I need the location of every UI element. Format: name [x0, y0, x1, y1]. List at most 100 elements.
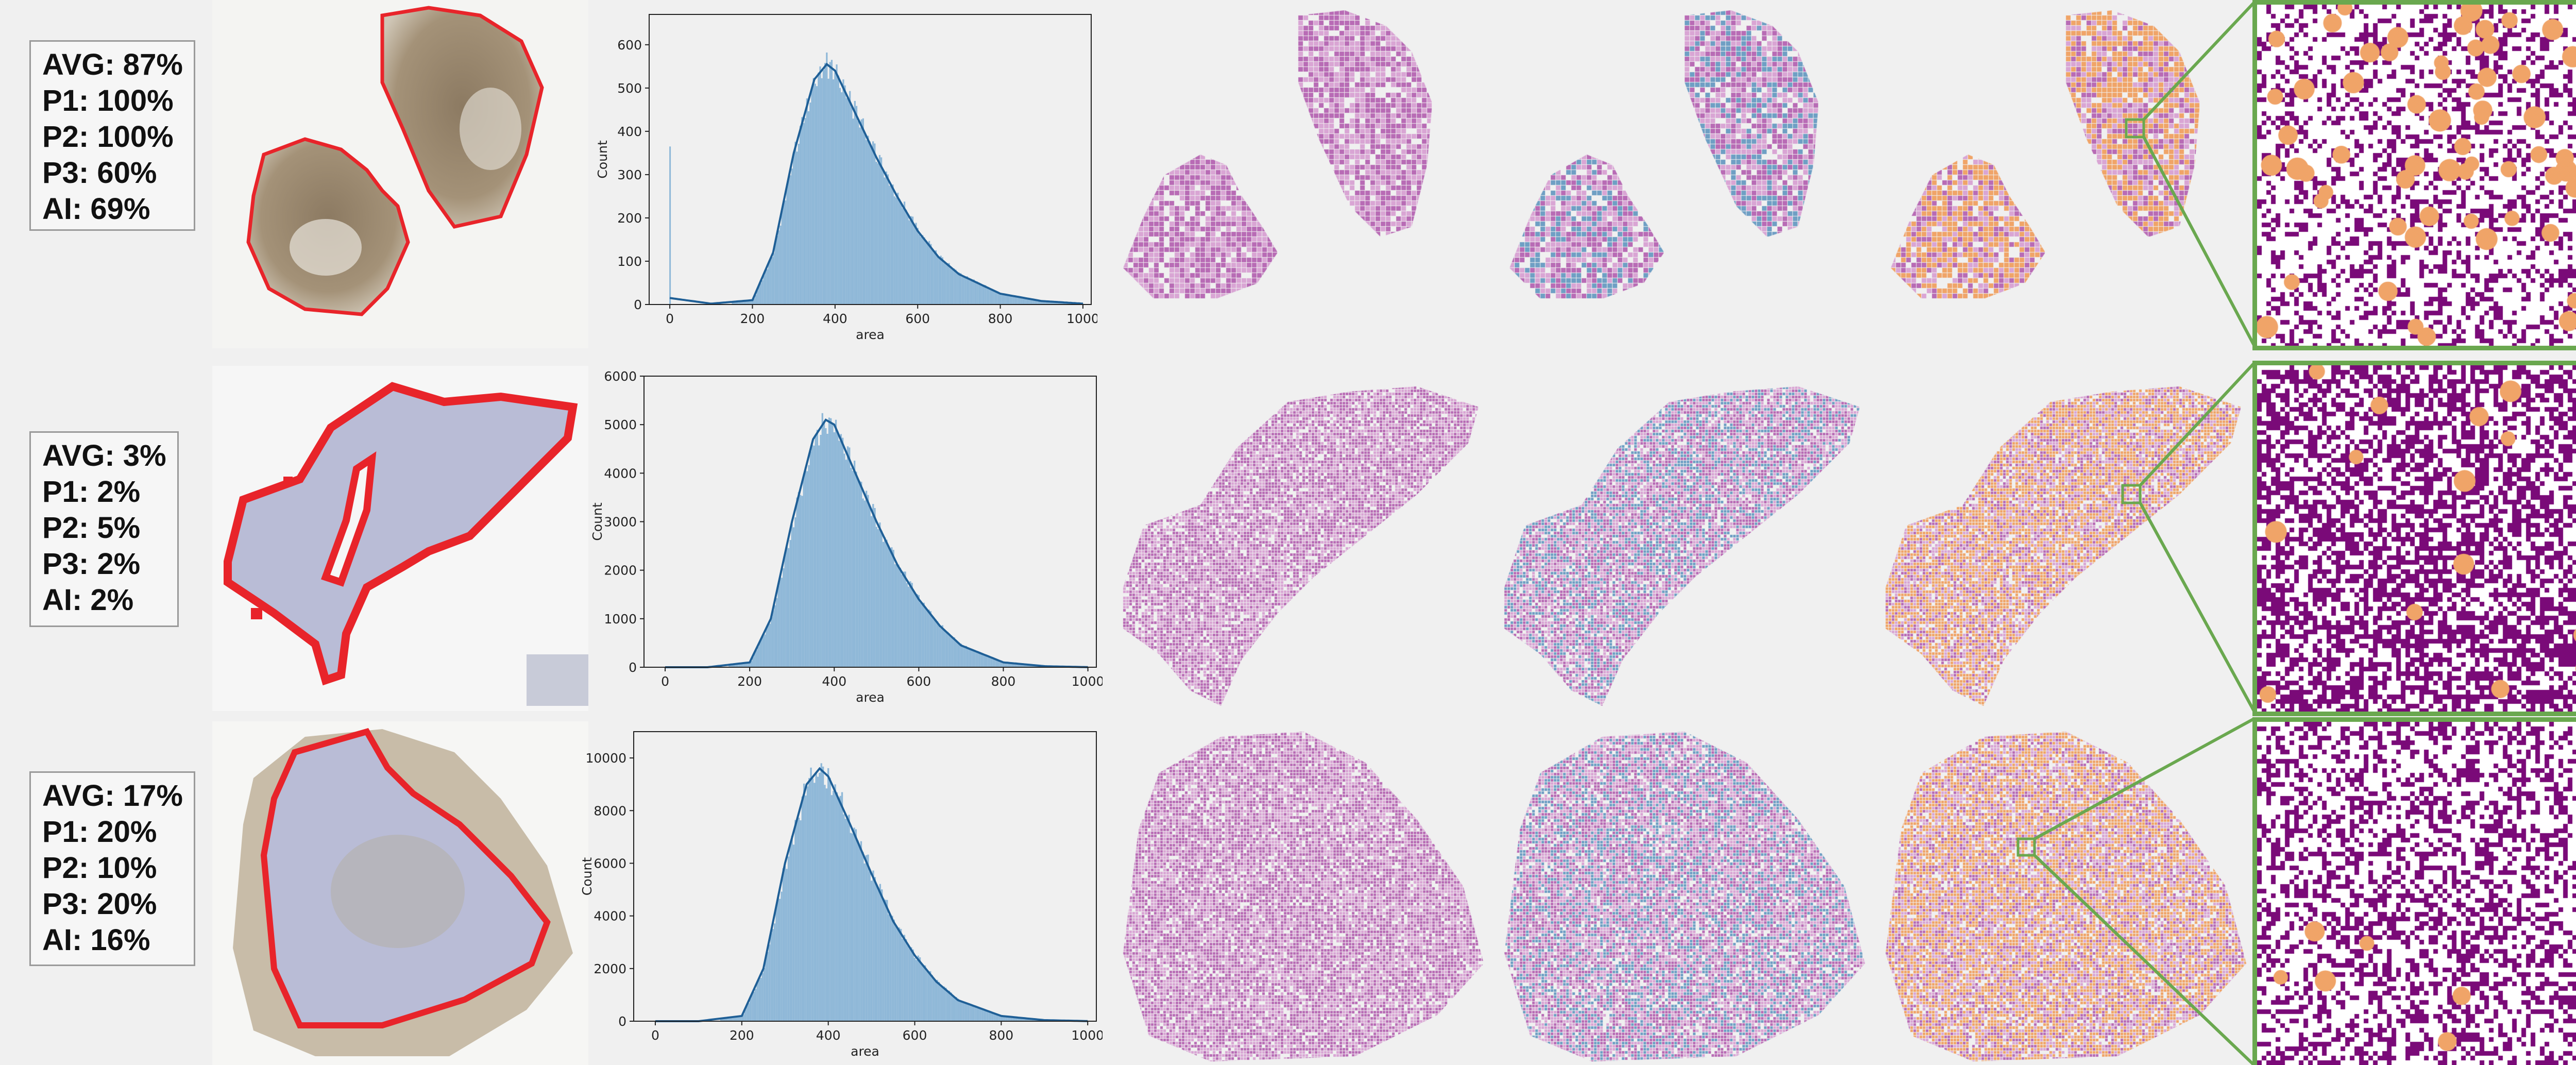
histogram-bar — [1031, 1019, 1033, 1021]
histogram-bar — [869, 505, 871, 667]
score-p3: P3: 20% — [42, 887, 157, 921]
x-tick-label: 0 — [661, 674, 669, 689]
y-tick-label: 2000 — [604, 563, 637, 578]
histogram-bar — [972, 1005, 975, 1021]
histogram-bar — [990, 1011, 992, 1021]
histogram-bar — [950, 992, 952, 1021]
histogram-bar — [982, 284, 985, 305]
histogram-bar — [966, 276, 969, 305]
histogram-bar — [880, 531, 883, 667]
histogram-bar — [810, 767, 812, 1021]
y-tick-label: 8000 — [594, 803, 626, 818]
histogram-bar — [1018, 297, 1020, 305]
histogram-bar — [950, 268, 952, 305]
histogram-bar — [962, 645, 964, 667]
histogram-bar — [882, 542, 885, 667]
histogram-bar — [846, 816, 849, 1021]
histogram-bar — [911, 216, 914, 305]
histogram-bar — [765, 269, 767, 305]
histogram-bar — [879, 884, 882, 1021]
histogram-bar — [728, 665, 731, 667]
histogram-svg: 0 200 400 600 800 1000 0 100 200 300 400 500 600 area… — [595, 14, 1097, 342]
histogram-bar — [745, 300, 747, 305]
histogram-bar — [1047, 301, 1049, 305]
histogram-bar — [751, 300, 754, 305]
histogram-bar — [950, 635, 952, 667]
histogram-bar — [943, 986, 945, 1021]
histogram-bar — [809, 451, 811, 667]
y-tick-label: 0 — [634, 297, 642, 312]
histogram-bar — [1006, 662, 1008, 667]
histogram-bar — [945, 631, 947, 667]
histogram-bar — [1002, 662, 1005, 667]
histogram-bar — [1028, 1018, 1030, 1021]
plot-frame — [633, 731, 1097, 1022]
histogram-bar — [863, 863, 866, 1021]
histogram-bar — [829, 777, 831, 1021]
histogram-bar — [742, 1014, 744, 1021]
histogram-bar — [979, 284, 981, 305]
histogram-bar — [734, 1017, 736, 1021]
histogram-bar — [943, 629, 945, 667]
histogram-bar — [907, 215, 909, 305]
histogram-bar — [1021, 297, 1023, 305]
x-axis-label: area — [851, 1044, 879, 1059]
histogram-bar — [920, 236, 922, 305]
histogram-bar — [778, 899, 781, 1021]
histogram-bar — [838, 441, 840, 667]
histogram-bar — [774, 605, 776, 667]
histogram-bar — [958, 272, 960, 305]
histogram-bar — [931, 616, 934, 667]
histogram-bar — [985, 285, 987, 305]
zoom-panel-row2 — [2252, 361, 2576, 716]
histogram-bar — [997, 660, 999, 667]
histogram-bar — [735, 301, 737, 305]
histogram-bar — [1001, 662, 1003, 667]
histogram-bar — [811, 87, 813, 305]
histogram-bar — [847, 98, 850, 305]
histogram-bar — [867, 854, 869, 1021]
histogram-bar — [997, 292, 999, 305]
histogram-bar — [870, 516, 873, 667]
y-tick-label: 300 — [617, 167, 642, 182]
histogram-bar — [916, 960, 918, 1021]
histogram-bar — [749, 663, 751, 667]
histogram-bar — [816, 86, 818, 305]
kde-line — [655, 767, 1088, 1022]
histogram-bar — [741, 301, 743, 305]
histogram-bar — [884, 537, 886, 667]
histogram-bar — [964, 1002, 966, 1021]
histogram-bar — [803, 474, 805, 667]
y-tick-label: 10000 — [585, 751, 626, 766]
histogram-bar — [986, 288, 988, 305]
histogram-row2: 0 200 400 600 800 1000 0 1000 2000 3000 4000 5000 60… — [587, 367, 1103, 711]
histogram-bar — [841, 92, 843, 305]
histogram-bar — [923, 602, 925, 667]
histogram-bar — [924, 965, 926, 1021]
histogram-bar — [778, 230, 780, 305]
histogram-bar — [751, 993, 753, 1021]
histogram-bar — [733, 301, 735, 305]
x-tick-label: 200 — [737, 674, 762, 689]
histogram-bar — [878, 155, 881, 305]
histogram-bar — [779, 576, 781, 667]
histogram-bar — [915, 223, 917, 305]
histogram-bar — [757, 647, 759, 667]
histogram-bar — [869, 871, 871, 1021]
histogram-bar — [858, 846, 860, 1021]
histogram-bar — [862, 852, 864, 1021]
histogram-bar — [971, 1006, 973, 1021]
histogram-bar — [722, 1018, 724, 1021]
histogram-bar — [953, 637, 955, 667]
histogram-bar — [777, 895, 779, 1021]
histogram-bar — [968, 279, 970, 305]
histogram-bar — [801, 496, 803, 667]
histogram-bar — [1014, 296, 1016, 305]
histogram-bar — [908, 586, 910, 667]
score-ai: AI: 16% — [42, 923, 150, 957]
score-p1: P1: 2% — [42, 475, 141, 509]
histogram-bar — [980, 653, 982, 667]
histogram-bar — [912, 949, 914, 1021]
histogram-bar — [829, 62, 831, 305]
histogram-bar — [978, 282, 980, 305]
